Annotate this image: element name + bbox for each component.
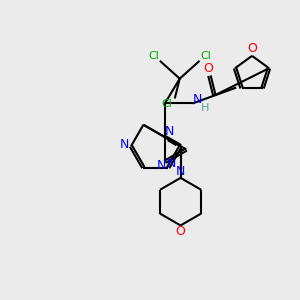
Text: Cl: Cl <box>200 51 211 61</box>
Text: O: O <box>176 225 185 238</box>
Text: O: O <box>247 42 257 56</box>
Text: N: N <box>157 159 166 172</box>
Text: H: H <box>201 103 210 113</box>
Text: N: N <box>167 158 176 170</box>
Text: Cl: Cl <box>161 99 172 110</box>
Text: N: N <box>119 138 129 151</box>
Text: O: O <box>203 62 213 75</box>
Text: N: N <box>165 125 175 138</box>
Text: N: N <box>176 165 185 178</box>
Text: Cl: Cl <box>148 51 159 61</box>
Text: N: N <box>193 93 202 106</box>
